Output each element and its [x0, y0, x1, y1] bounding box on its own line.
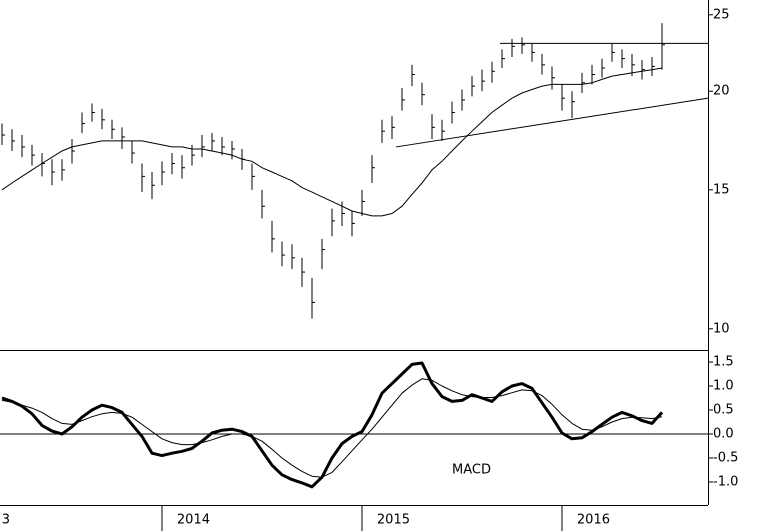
x-tick-label: 3 [2, 513, 10, 528]
macd-line [1, 378, 663, 478]
moving-average [1, 67, 663, 217]
y-tick-label: 1.0 [713, 379, 734, 394]
x-tick-label: 2015 [377, 513, 410, 528]
x-tick-label: 2016 [577, 513, 610, 528]
y-tick-label: 25 [713, 7, 730, 22]
y-tick-label: -1.0 [713, 474, 738, 489]
y-tick-label: 1.5 [713, 355, 734, 370]
y-tick-label: 20 [713, 84, 730, 99]
y-tick-label: 0.0 [713, 426, 734, 441]
trendline [395, 97, 709, 148]
y-tick-label: 10 [713, 321, 730, 336]
y-tick-label: 15 [713, 182, 730, 197]
macd-label: MACD [452, 463, 491, 478]
y-tick-label: 0.5 [713, 403, 734, 418]
macd-line [1, 361, 664, 489]
x-tick-label: 2014 [177, 513, 210, 528]
y-tick-label: -0.5 [713, 450, 738, 465]
